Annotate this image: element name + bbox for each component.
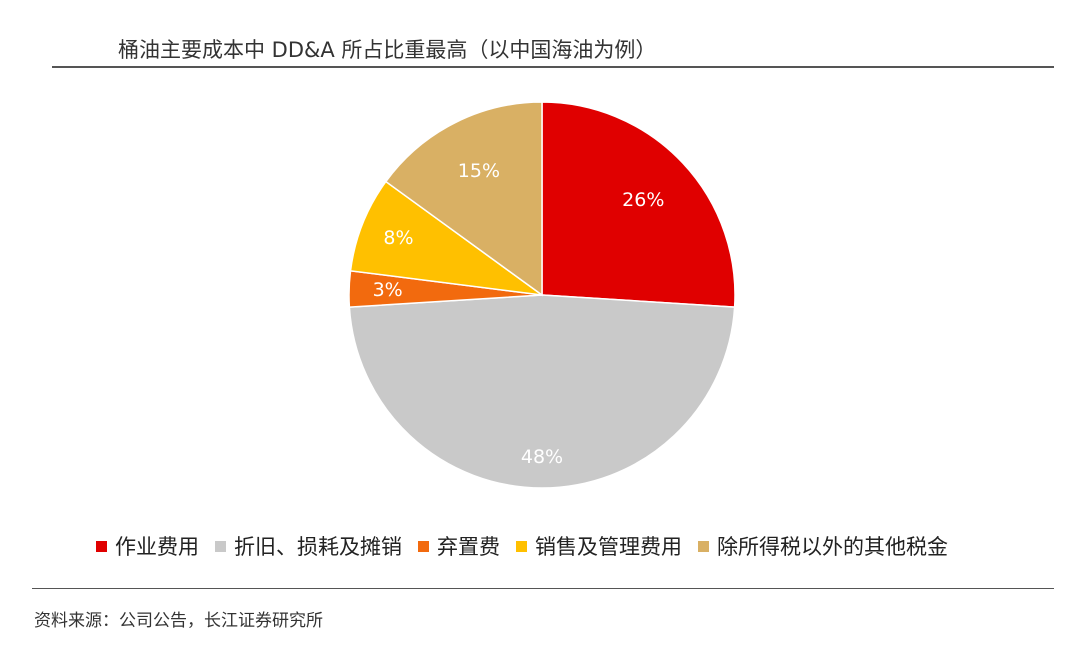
legend-swatch	[698, 540, 709, 552]
footer-divider	[32, 588, 1054, 589]
slice-label: 8%	[383, 227, 413, 249]
legend-label: 销售及管理费用	[535, 535, 682, 559]
legend-label: 折旧、损耗及摊销	[234, 535, 402, 559]
pie-slice	[349, 180, 543, 296]
chart-legend: 作业费用 折旧、损耗及摊销 弃置费 销售及管理费用 除所得税以外的其他税金	[96, 530, 964, 562]
legend-item: 弃置费	[418, 531, 500, 561]
legend-item: 作业费用	[96, 531, 199, 561]
legend-swatch	[516, 540, 527, 552]
title-divider	[52, 66, 1054, 68]
pie-slice	[541, 101, 736, 308]
slice-label: 3%	[373, 279, 403, 301]
legend-item: 销售及管理费用	[516, 531, 682, 561]
legend-item: 折旧、损耗及摊销	[215, 531, 402, 561]
chart-title: 桶油主要成本中 DD&A 所占比重最高（以中国海油为例）	[118, 38, 657, 62]
pie-chart: 26% 48% 3% 8% 15%	[348, 101, 736, 489]
slice-label: 48%	[521, 446, 563, 468]
legend-label: 作业费用	[115, 535, 199, 559]
legend-label: 弃置费	[437, 535, 500, 559]
source-note: 资料来源：公司公告，长江证券研究所	[34, 611, 323, 631]
slice-label: 15%	[458, 160, 500, 182]
pie-slice	[348, 294, 736, 489]
legend-item: 除所得税以外的其他税金	[698, 531, 948, 561]
legend-label: 除所得税以外的其他税金	[717, 535, 948, 559]
legend-swatch	[418, 540, 429, 552]
slice-label: 26%	[622, 189, 664, 211]
legend-swatch	[96, 540, 107, 552]
legend-swatch	[215, 540, 226, 552]
pie-slice	[384, 101, 543, 297]
